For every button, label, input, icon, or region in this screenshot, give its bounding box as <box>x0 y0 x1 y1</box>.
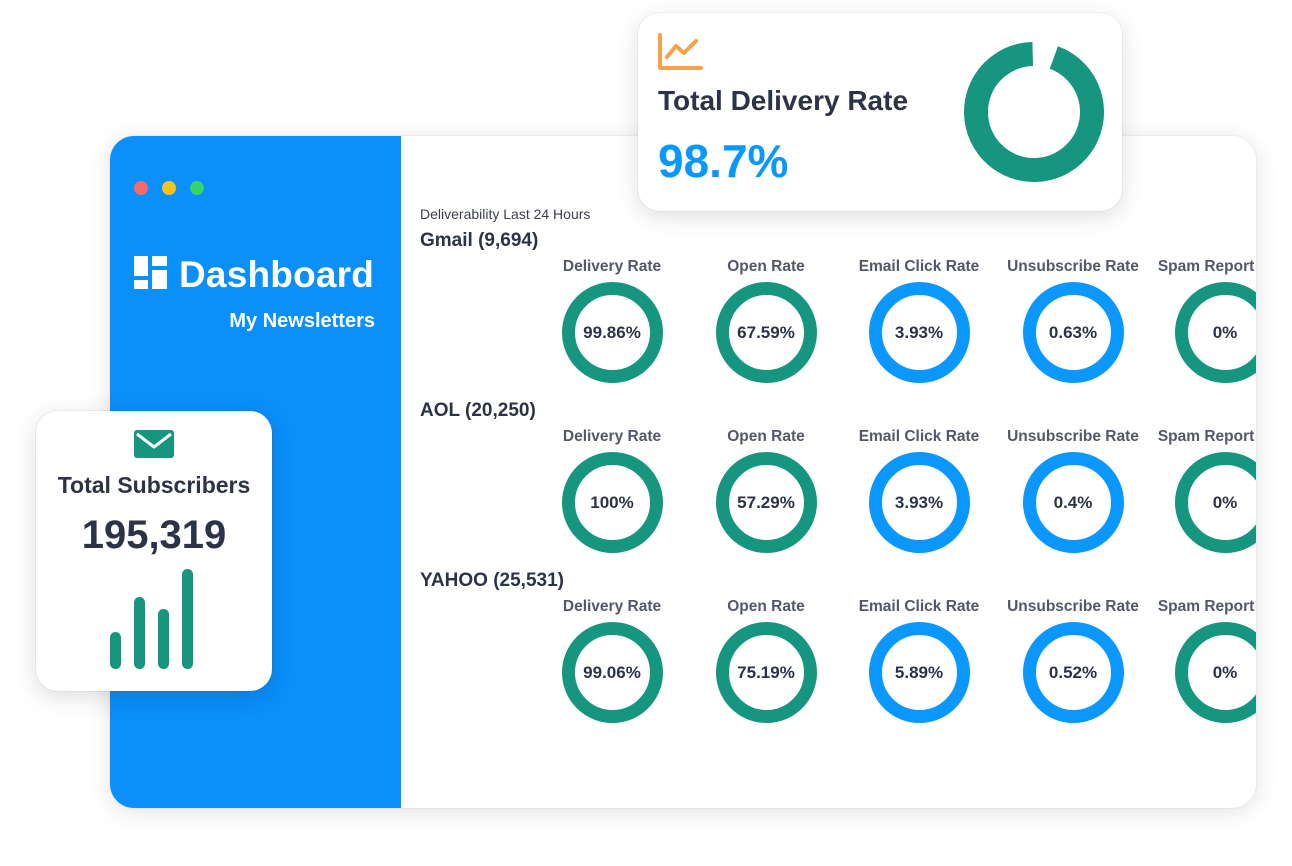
metric-ring: 75.19% <box>715 622 817 723</box>
metric-value: 100% <box>590 492 634 512</box>
metric-card: Unsubscribe Rate 0.63% <box>998 258 1148 383</box>
metric-value: 0% <box>1212 492 1238 512</box>
metric-label: Unsubscribe Rate <box>1007 258 1139 275</box>
brand: Dashboard <box>134 254 374 296</box>
metric-label: Unsubscribe Rate <box>1007 428 1139 445</box>
delivery-card-title: Total Delivery Rate <box>658 85 909 116</box>
minimize-dot[interactable] <box>162 181 176 195</box>
dashboard-title: Dashboard <box>179 254 375 295</box>
metric-ring: 0.4% <box>1022 452 1124 553</box>
delivery-donut-arc <box>964 42 1104 182</box>
metric-ring: 99.86% <box>561 282 663 383</box>
metric-card: Email Click Rate 3.93% <box>844 428 994 553</box>
metric-value: 57.29% <box>737 492 795 512</box>
metric-value: 3.93% <box>894 322 944 342</box>
metric-ring: 5.89% <box>868 622 970 723</box>
metric-value: 0.4% <box>1053 492 1093 512</box>
metric-ring: 99.06% <box>561 622 663 723</box>
window-controls <box>134 181 204 195</box>
metric-value: 67.59% <box>737 322 795 342</box>
subscribers-value: 195,319 <box>81 513 227 557</box>
metric-card: Open Rate 67.59% <box>691 258 841 383</box>
total-subscribers-card: Total Subscribers 195,319 <box>36 411 272 691</box>
metric-label: Spam Report Rate <box>1157 428 1256 445</box>
nav-item-my-newsletters[interactable]: My Newsletters <box>229 310 375 332</box>
metric-value: 3.93% <box>894 492 944 512</box>
metric-value: 0.52% <box>1048 662 1098 682</box>
metric-ring: 3.93% <box>868 282 970 383</box>
metric-ring: 0% <box>1174 452 1256 553</box>
subscriber-bar <box>134 597 145 669</box>
metric-label: Open Rate <box>727 428 805 445</box>
metric-label: Email Click Rate <box>858 598 980 615</box>
metric-card: Delivery Rate 99.06% <box>537 598 687 723</box>
metric-card: Spam Report Rate 0% <box>1150 598 1256 723</box>
main-content: Deliverability Last 24 Hours Gmail (9,69… <box>401 136 1256 808</box>
metric-label: Delivery Rate <box>562 598 662 615</box>
subscriber-bar <box>158 609 169 669</box>
line-chart-icon <box>657 33 703 76</box>
provider-title: Gmail (9,694) <box>420 230 539 251</box>
metric-value: 0% <box>1212 322 1238 342</box>
metric-card: Spam Report Rate 0% <box>1150 428 1256 553</box>
metric-card: Email Click Rate 3.93% <box>844 258 994 383</box>
metric-ring: 3.93% <box>868 452 970 553</box>
metric-value: 99.86% <box>583 322 641 342</box>
metric-card: Delivery Rate 99.86% <box>537 258 687 383</box>
metric-value: 0% <box>1212 662 1238 682</box>
metric-card: Email Click Rate 5.89% <box>844 598 994 723</box>
maximize-dot[interactable] <box>190 181 204 195</box>
metric-label: Delivery Rate <box>562 428 662 445</box>
dashboard-grid-icon <box>134 256 167 294</box>
metric-ring: 100% <box>561 452 663 553</box>
subscribers-bar-chart <box>110 569 193 669</box>
metric-value: 5.89% <box>894 662 944 682</box>
metric-label: Open Rate <box>727 598 805 615</box>
metric-card: Open Rate 57.29% <box>691 428 841 553</box>
metric-ring: 57.29% <box>715 452 817 553</box>
delivery-card-value: 98.7% <box>658 135 789 187</box>
total-delivery-rate-card: Total Delivery Rate 98.7% <box>638 13 1122 211</box>
metric-value: 0.63% <box>1048 322 1098 342</box>
metric-label: Delivery Rate <box>562 258 662 275</box>
subscriber-bar <box>110 632 121 669</box>
subscribers-title: Total Subscribers <box>57 472 251 498</box>
mail-icon <box>134 430 174 463</box>
metric-value: 75.19% <box>737 662 795 682</box>
metric-card: Spam Report Rate 0% <box>1150 258 1256 383</box>
subscriber-bar <box>182 569 193 669</box>
metric-label: Email Click Rate <box>858 428 980 445</box>
metric-card: Open Rate 75.19% <box>691 598 841 723</box>
metric-value: 99.06% <box>583 662 641 682</box>
dashboard-window: Dashboard My Newsletters Deliverability … <box>110 136 1256 808</box>
metric-card: Unsubscribe Rate 0.4% <box>998 428 1148 553</box>
deliverability-caption: Deliverability Last 24 Hours <box>420 206 591 222</box>
metric-label: Open Rate <box>727 258 805 275</box>
metric-label: Email Click Rate <box>858 258 980 275</box>
metric-label: Spam Report Rate <box>1157 258 1256 275</box>
metric-label: Spam Report Rate <box>1157 598 1256 615</box>
metric-ring: 67.59% <box>715 282 817 383</box>
metric-card: Delivery Rate 100% <box>537 428 687 553</box>
delivery-donut <box>964 42 1104 182</box>
provider-title: YAHOO (25,531) <box>420 570 564 591</box>
metric-ring: 0% <box>1174 282 1256 383</box>
metric-card: Unsubscribe Rate 0.52% <box>998 598 1148 723</box>
metric-ring: 0.63% <box>1022 282 1124 383</box>
provider-title: AOL (20,250) <box>420 400 536 421</box>
close-dot[interactable] <box>134 181 148 195</box>
metric-ring: 0% <box>1174 622 1256 723</box>
metric-label: Unsubscribe Rate <box>1007 598 1139 615</box>
metric-ring: 0.52% <box>1022 622 1124 723</box>
